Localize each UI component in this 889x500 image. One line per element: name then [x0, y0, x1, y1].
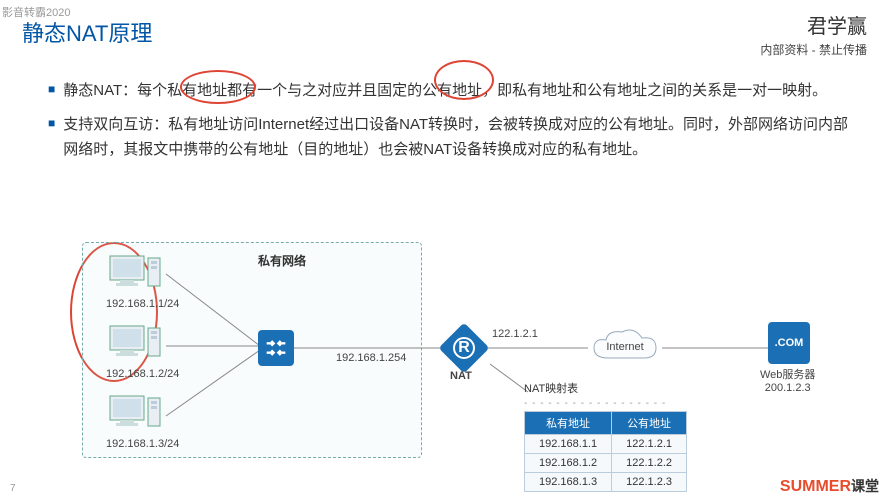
nat-mapping-table: NAT映射表 - - - - - - - - - - - - - - - - -… — [524, 380, 687, 492]
footer-brand-a: SUMMER — [780, 478, 851, 495]
web-server-icon: .COM — [768, 322, 810, 364]
bullet-list: ■ 静态NAT：每个私有地址都有一个与之对应并且固定的公有地址，即私有地址和公有… — [48, 78, 859, 171]
slide-title: 静态NAT原理 — [22, 16, 152, 48]
pc-ip-label: 192.168.1.2/24 — [106, 368, 166, 380]
web-server-label: Web服务器 200.1.2.3 — [760, 366, 815, 394]
nat-cell-public: 122.1.2.1 — [612, 435, 687, 454]
pc-node: 192.168.1.1/24 — [106, 254, 166, 310]
nat-table-divider: - - - - - - - - - - - - - - - - - - — [524, 398, 687, 409]
table-row: 192.168.1.1122.1.2.1 — [525, 435, 687, 454]
nat-cell-public: 122.1.2.2 — [612, 454, 687, 473]
pc-node: 192.168.1.3/24 — [106, 394, 166, 450]
nat-cell-private: 192.168.1.3 — [525, 473, 612, 492]
router-label: NAT — [450, 370, 472, 382]
bullet-text: 支持双向互访：私有地址访问Internet经过出口设备NAT转换时，会被转换成对… — [63, 112, 859, 163]
footer-brand: SUMMER课堂 — [780, 476, 879, 496]
pc-node: 192.168.1.2/24 — [106, 324, 166, 380]
computer-icon — [106, 254, 166, 296]
server-ip: 200.1.2.3 — [760, 382, 815, 394]
bullet-marker-icon: ■ — [48, 112, 55, 163]
brand-sub: 内部资料 - 禁止传播 — [760, 41, 867, 58]
internet-cloud: Internet — [588, 328, 662, 371]
nat-col-public: 公有地址 — [612, 412, 687, 435]
cloud-label: Internet — [588, 341, 662, 353]
brand-block: 君学赢 内部资料 - 禁止传播 — [760, 10, 867, 58]
bullet-text: 静态NAT：每个私有地址都有一个与之对应并且固定的公有地址，即私有地址和公有地址… — [63, 78, 827, 104]
nat-cell-private: 192.168.1.2 — [525, 454, 612, 473]
nat-cell-private: 192.168.1.1 — [525, 435, 612, 454]
nat-col-private: 私有地址 — [525, 412, 612, 435]
router-right-ip: 122.1.2.1 — [492, 328, 538, 340]
brand-main: 君学赢 — [760, 10, 867, 39]
router-left-ip: 192.168.1.254 — [336, 352, 406, 364]
pc-ip-label: 192.168.1.1/24 — [106, 298, 166, 310]
nat-table-title: NAT映射表 — [524, 380, 687, 396]
server-name: Web服务器 — [760, 366, 815, 382]
table-row: 192.168.1.2122.1.2.2 — [525, 454, 687, 473]
pc-ip-label: 192.168.1.3/24 — [106, 438, 166, 450]
computer-icon — [106, 324, 166, 366]
router-badge: R — [453, 337, 475, 359]
bullet-marker-icon: ■ — [48, 78, 55, 104]
bullet-item: ■ 静态NAT：每个私有地址都有一个与之对应并且固定的公有地址，即私有地址和公有… — [48, 78, 859, 104]
table-row: 192.168.1.3122.1.2.3 — [525, 473, 687, 492]
nat-cell-public: 122.1.2.3 — [612, 473, 687, 492]
computer-icon — [106, 394, 166, 436]
nat-table-grid: 私有地址 公有地址 192.168.1.1122.1.2.1192.168.1.… — [524, 411, 687, 492]
network-diagram: 私有网络 192.168.1.1/24 19 — [48, 236, 838, 484]
switch-icon — [258, 330, 294, 366]
page-number: 7 — [10, 483, 16, 494]
footer-brand-b: 课堂 — [851, 478, 879, 494]
bullet-item: ■ 支持双向互访：私有地址访问Internet经过出口设备NAT转换时，会被转换… — [48, 112, 859, 163]
